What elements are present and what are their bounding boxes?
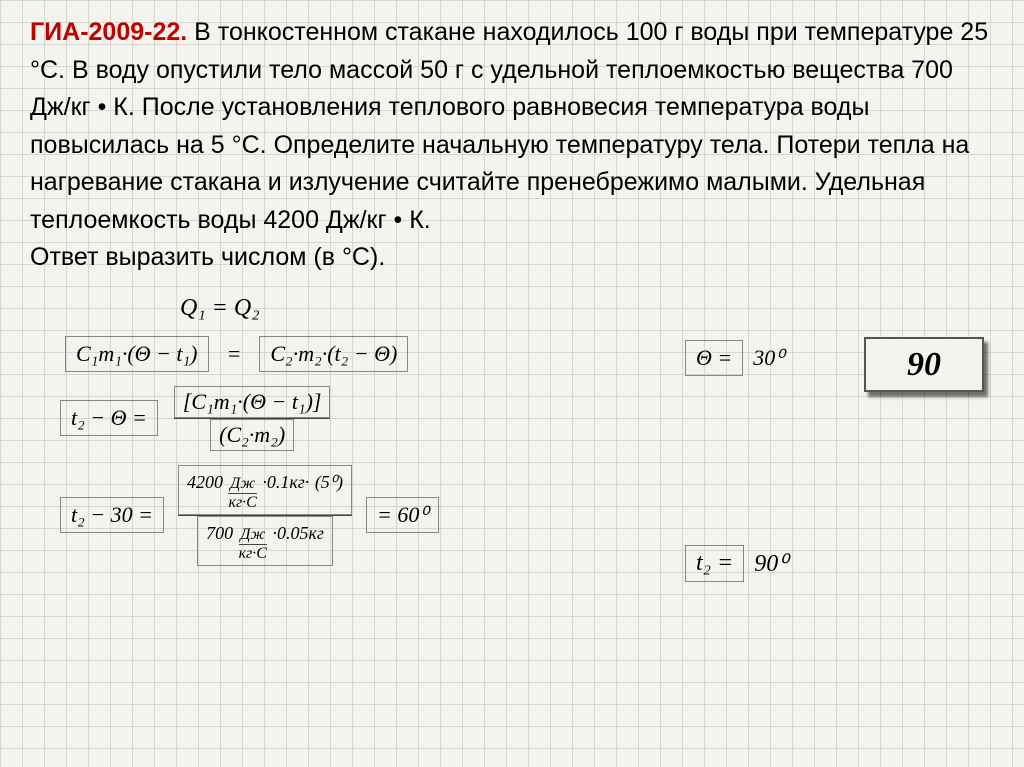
t2-symbol: t₂ = bbox=[685, 545, 744, 582]
t2-den: (C₂·m₂) bbox=[210, 419, 294, 451]
t2-value: 90⁰ bbox=[754, 549, 788, 578]
numeric-num: 4200 Дж кг·С ·0.1кг· (5⁰) bbox=[178, 465, 352, 515]
unit-top: Дж bbox=[230, 475, 255, 493]
t2-fraction: [C₁m₁·(Θ − t₁)] (C₂·m₂) bbox=[174, 386, 331, 451]
num-unit: Дж кг·С bbox=[228, 475, 256, 512]
den-mass: ·0.05кг bbox=[272, 523, 323, 543]
theta-result: Θ = 30⁰ bbox=[685, 340, 784, 376]
t2-final: t₂ = 90⁰ bbox=[685, 545, 788, 582]
problem-label: ГИА-2009-22. bbox=[30, 18, 187, 46]
num-dt: (5⁰) bbox=[315, 472, 343, 492]
num-mass: ·0.1кг· bbox=[262, 472, 309, 492]
num-coeff: 4200 bbox=[187, 472, 223, 492]
rhs-box: C₂·m₂·(t₂ − Θ) bbox=[259, 336, 408, 372]
t2-num: [C₁m₁·(Θ − t₁)] bbox=[174, 386, 331, 418]
heat-balance-eq: Q₁ = Q₂ bbox=[180, 295, 994, 322]
lhs-box: C₁m₁·(Θ − t₁) bbox=[65, 336, 209, 372]
heat-balance-text: Q₁ = Q₂ bbox=[180, 295, 260, 322]
page-content: ГИА-2009-22. В тонкостенном стакане нахо… bbox=[0, 0, 1024, 590]
numeric-den: 700 Дж кг·С ·0.05кг bbox=[197, 516, 333, 566]
t2-num-lhs: t₂ − 30 = bbox=[60, 497, 164, 533]
solution-work: Q₁ = Q₂ C₁m₁·(Θ − t₁) = C₂·m₂·(t₂ − Θ) Θ… bbox=[30, 295, 994, 566]
den-unit: Дж кг·С bbox=[239, 526, 267, 563]
numeric-fraction: 4200 Дж кг·С ·0.1кг· (5⁰) 700 Дж кг· bbox=[178, 465, 352, 566]
den-unit-bot: кг·С bbox=[239, 545, 267, 563]
unit-bot: кг·С bbox=[228, 494, 256, 512]
theta-symbol: Θ = bbox=[685, 340, 743, 376]
t2-lhs: t₂ − Θ = bbox=[60, 400, 158, 436]
den-unit-top: Дж bbox=[240, 526, 265, 544]
t2-lhs-box: t₂ − Θ = bbox=[60, 400, 158, 436]
theta-value: 30⁰ bbox=[753, 345, 784, 371]
problem-text: В тонкостенном стакане находилось 100 г … bbox=[30, 18, 988, 234]
expanded-balance: C₁m₁·(Θ − t₁) = C₂·m₂·(t₂ − Θ) bbox=[65, 336, 994, 372]
t2-formula: t₂ − Θ = [C₁m₁·(Θ − t₁)] (C₂·m₂) bbox=[60, 386, 994, 451]
t2-numeric: t₂ − 30 = 4200 Дж кг·С ·0.1кг· (5⁰) 700 bbox=[60, 465, 994, 566]
den-coeff: 700 bbox=[206, 523, 233, 543]
problem-statement: ГИА-2009-22. В тонкостенном стакане нахо… bbox=[30, 14, 994, 277]
answer-hint: Ответ выразить числом (в °С). bbox=[30, 243, 385, 271]
equals-sign: = bbox=[227, 341, 242, 367]
numeric-result: = 60⁰ bbox=[366, 497, 439, 533]
